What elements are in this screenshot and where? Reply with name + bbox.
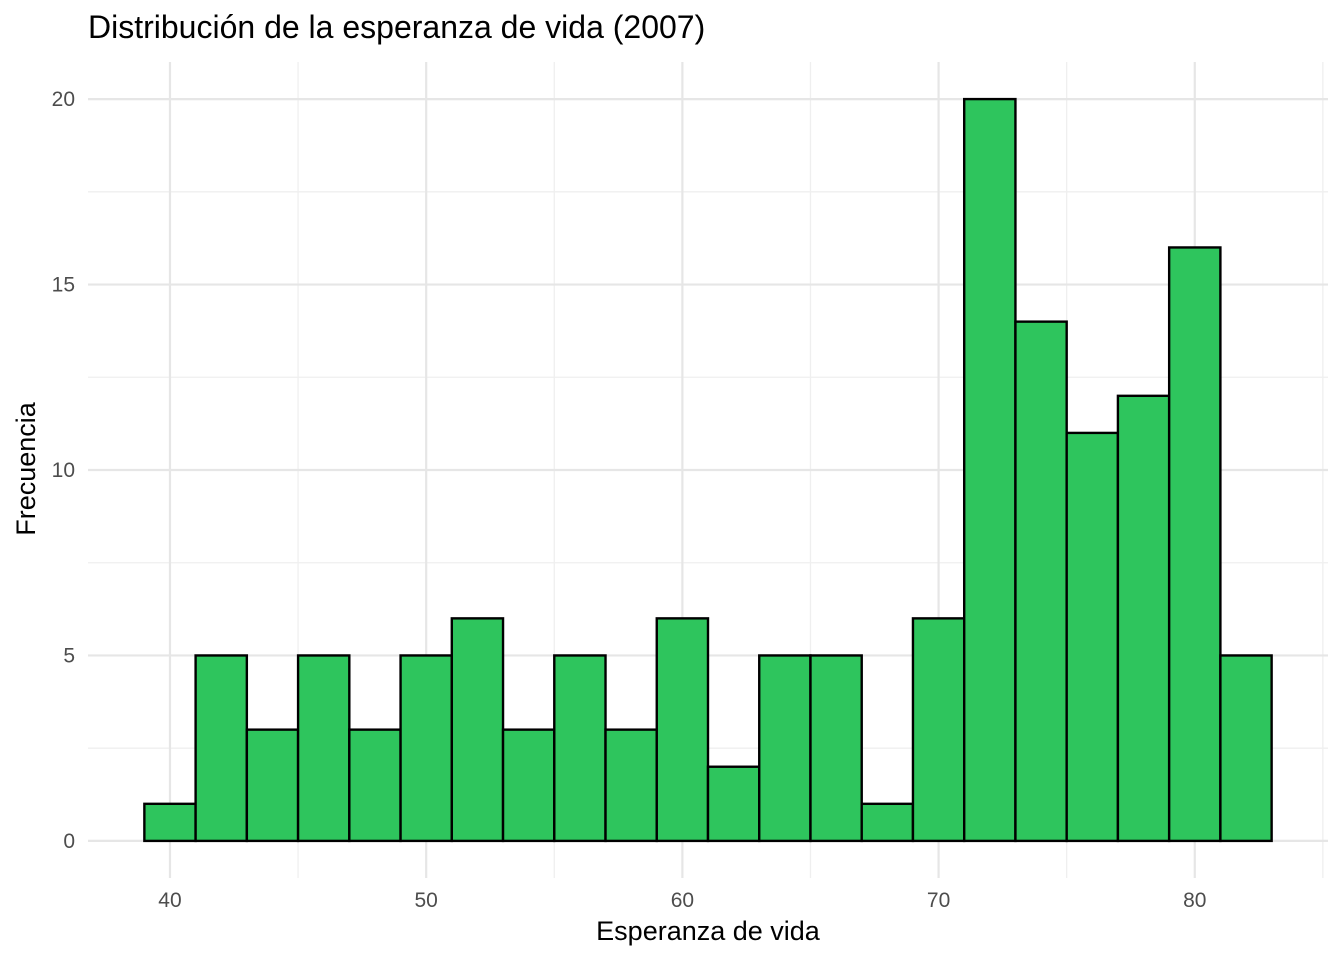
y-tick-label: 5: [63, 644, 75, 667]
histogram-bar: [911, 617, 966, 843]
histogram-bar: [758, 654, 812, 843]
histogram-bar: [450, 617, 505, 843]
histogram-bar: [809, 654, 863, 843]
y-axis-title: Frecuencia: [11, 401, 41, 536]
histogram-bar: [553, 654, 607, 843]
x-axis-ticks: 40 50 60 70 80: [158, 889, 1206, 912]
histogram-bar: [706, 765, 761, 843]
x-tick-label: 70: [927, 889, 950, 912]
x-tick-label: 50: [415, 889, 438, 912]
histogram-bar: [296, 654, 351, 843]
histogram-bar: [1116, 394, 1171, 843]
histogram-bar: [1167, 246, 1222, 843]
histogram-bar: [604, 728, 658, 843]
x-tick-label: 80: [1183, 889, 1206, 912]
y-axis-ticks: 0 5 10 15 20: [52, 88, 75, 853]
histogram-bar: [399, 654, 454, 843]
x-tick-label: 40: [158, 889, 181, 912]
y-tick-label: 20: [52, 88, 75, 111]
histogram-bar: [143, 802, 197, 843]
histogram-bar: [655, 617, 710, 843]
histogram-bar: [1065, 431, 1120, 843]
y-tick-label: 0: [63, 830, 75, 853]
histogram-bar: [1014, 320, 1068, 843]
y-tick-label: 15: [52, 274, 75, 297]
histogram-bar: [245, 728, 300, 843]
chart-title: Distribución de la esperanza de vida (20…: [88, 9, 705, 45]
y-tick-label: 10: [52, 459, 75, 482]
histogram-bar: [860, 802, 915, 843]
histogram-bar: [501, 728, 556, 843]
histogram-bar: [1219, 654, 1273, 843]
x-tick-label: 60: [671, 889, 694, 912]
histogram-bar: [962, 97, 1017, 843]
x-axis-title: Esperanza de vida: [596, 916, 821, 946]
histogram-bars: [143, 97, 1273, 843]
histogram-bar: [194, 654, 249, 843]
histogram-bar: [348, 728, 402, 843]
